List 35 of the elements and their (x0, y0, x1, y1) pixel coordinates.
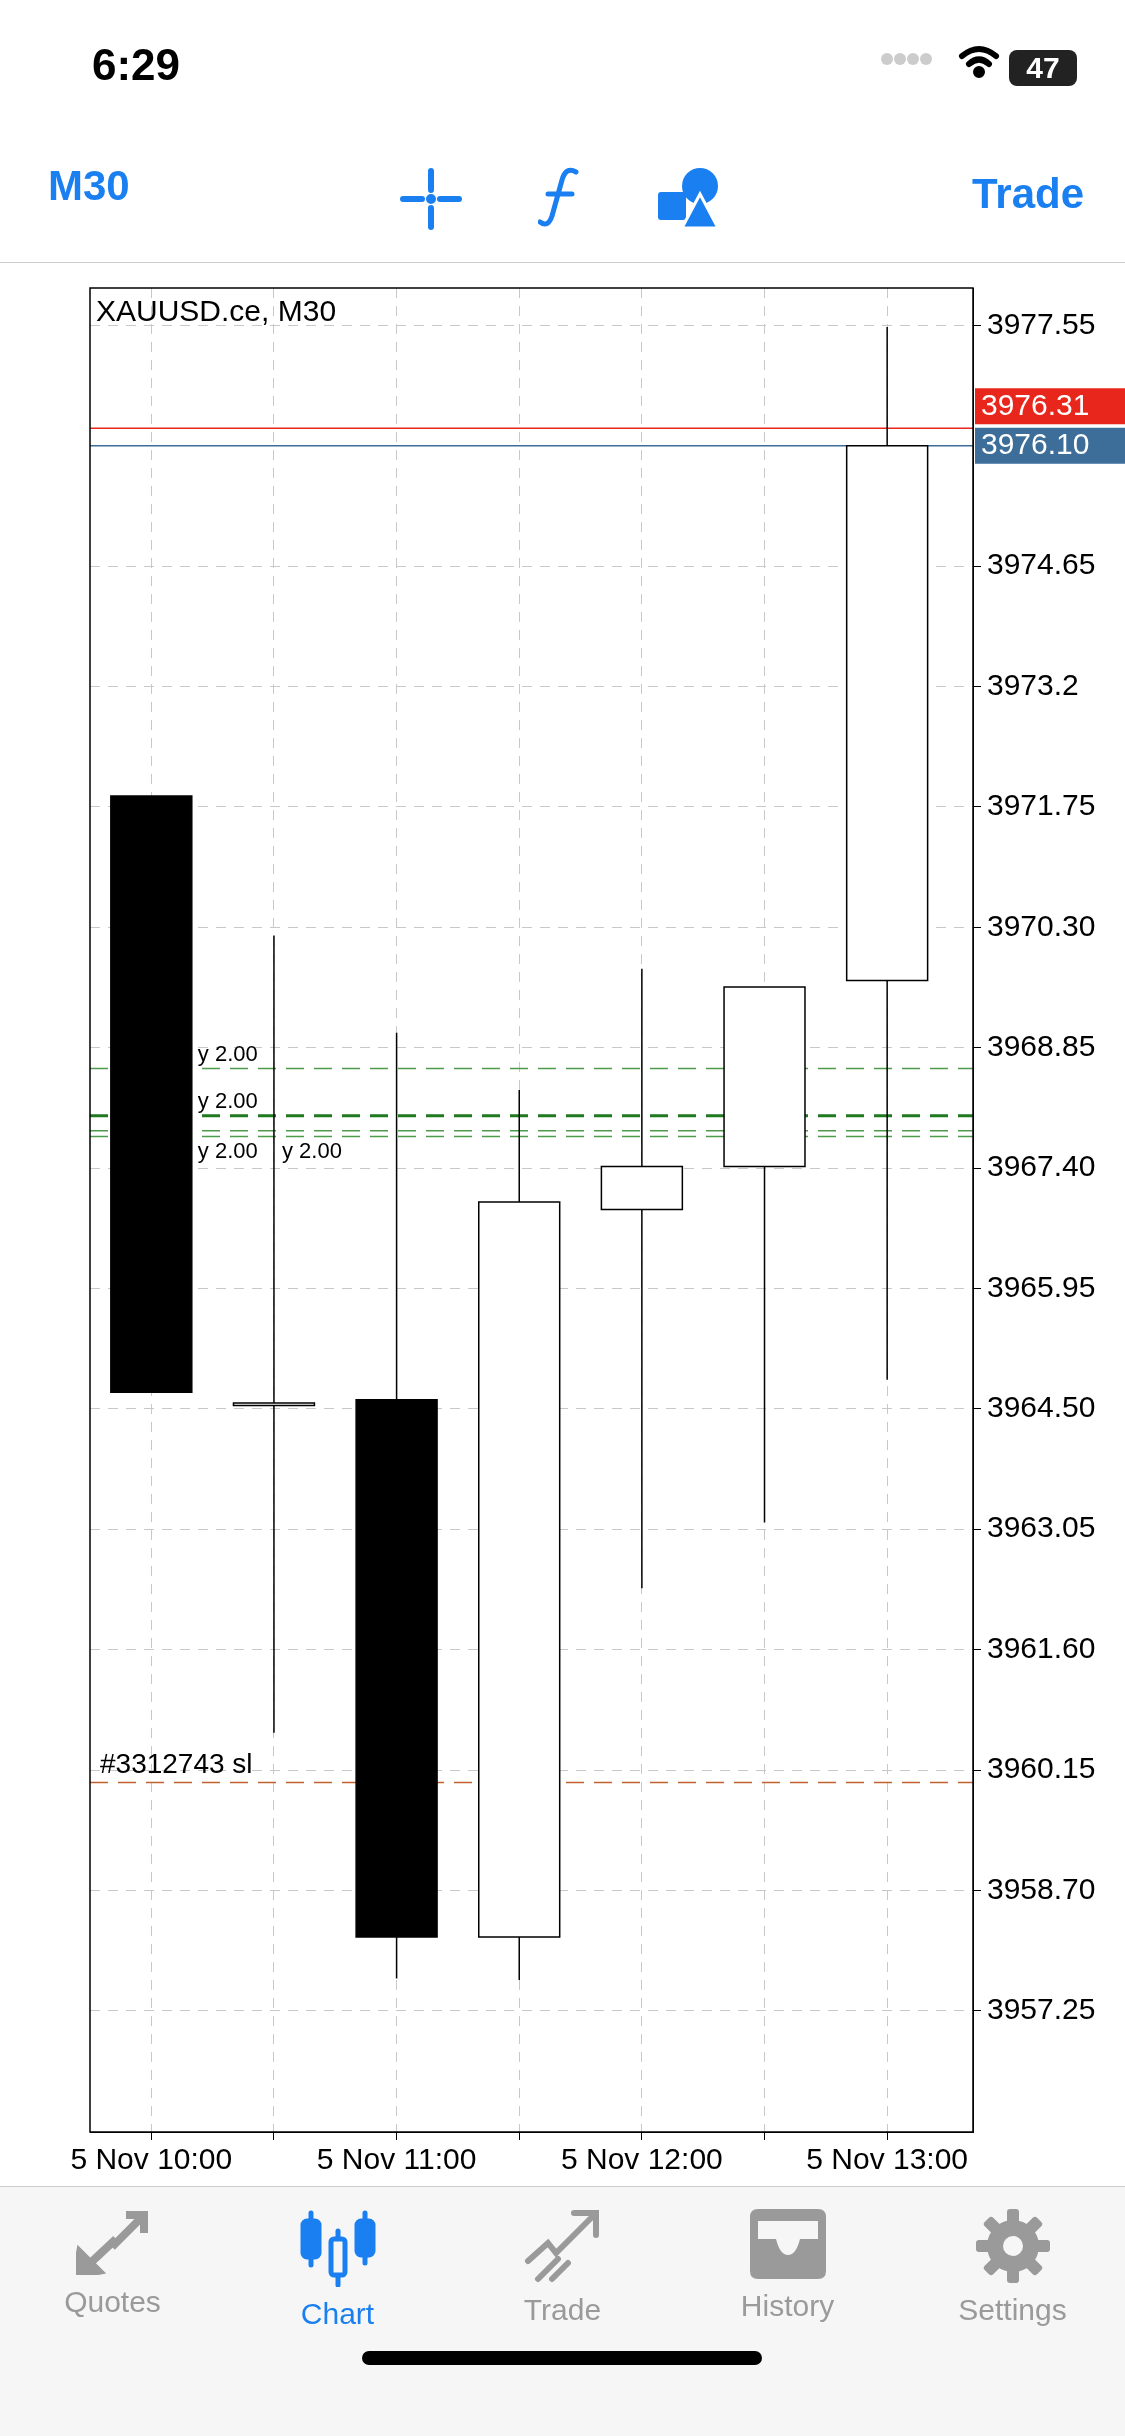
text: Trade (972, 170, 1085, 218)
y-tick-label: 3958.70 (987, 1871, 1096, 1905)
y-tick-label: 3957.25 (987, 1992, 1096, 2026)
y-tick-label: 3963.05 (987, 1510, 1096, 1544)
text: 6:29 (92, 40, 181, 90)
y-tick-label: 3974.65 (987, 547, 1096, 581)
text: M30 (48, 162, 130, 210)
text: Chart (300, 2297, 375, 2331)
chart-title: XAUUSD.ce, M30 (96, 294, 337, 328)
x-tick-label: 5 Nov 12:00 (560, 2142, 723, 2176)
x-tick-label: 5 Nov 11:00 (316, 2142, 477, 2176)
ref-line-label: #3312743 sl (100, 1748, 253, 1780)
y-tick-label: 3970.30 (987, 908, 1096, 942)
y-tick-label: 3960.15 (987, 1751, 1096, 1785)
y-tick-label: 3977.55 (987, 306, 1096, 340)
ref-line-label: 3976.10 (981, 427, 1090, 461)
ref-line-label: y 2.00 (197, 1087, 258, 1113)
text: History (740, 2289, 835, 2323)
y-tick-label: 3967.40 (987, 1149, 1096, 1183)
y-tick-label: 3968.85 (987, 1028, 1096, 1062)
x-tick-label: 5 Nov 10:00 (70, 2142, 233, 2176)
y-tick-label: 3964.50 (987, 1390, 1096, 1424)
y-tick-label: 3971.75 (987, 788, 1096, 822)
ref-line-label: y 2.00 (281, 1137, 342, 1163)
ref-line-label: y 2.00 (197, 1137, 258, 1163)
y-tick-label: 3973.2 (987, 667, 1079, 701)
text: Trade (523, 2293, 602, 2327)
y-tick-label: 3965.95 (987, 1269, 1096, 1303)
text: Settings (958, 2293, 1067, 2327)
ref-line-label: 3976.31 (981, 387, 1090, 421)
y-tick-label: 3961.60 (987, 1630, 1096, 1664)
text: Quotes (64, 2285, 161, 2319)
x-tick-label: 5 Nov 13:00 (806, 2142, 969, 2176)
battery-icon: 47 (1009, 50, 1077, 86)
ref-line-label: y 2.00 (197, 1040, 258, 1066)
